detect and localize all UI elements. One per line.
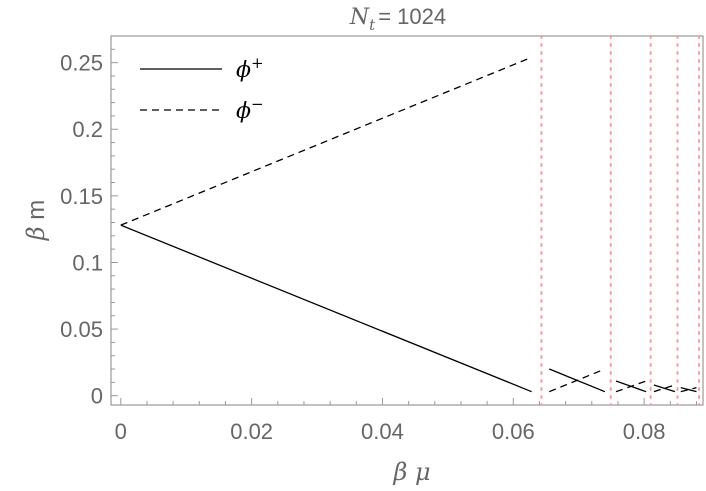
legend: ϕ+ ϕ− — [140, 54, 264, 124]
series-phi-minus-segment-3 — [653, 384, 676, 393]
legend-entry-phi-minus-sym: ϕ — [236, 99, 251, 124]
y-axis-label-rest: m — [23, 200, 50, 227]
y-tick-label-2: 0.1 — [72, 250, 103, 275]
chart-title-main: N — [349, 5, 370, 30]
legend-entry-phi-minus: ϕ− — [236, 95, 264, 124]
y-tick-label-3: 0.15 — [60, 184, 103, 209]
x-axis-label: β μ — [392, 458, 430, 486]
y-axis-label-sym: β — [22, 226, 50, 241]
y-tick-label-5: 0.25 — [60, 51, 103, 76]
legend-entry-phi-plus-sym: ϕ — [236, 58, 251, 83]
series-phi-minus-segment-2 — [615, 380, 647, 393]
legend-entry-phi-plus-sup: + — [251, 54, 264, 72]
series-phi-plus-segment-4 — [680, 387, 697, 393]
x-tick-label-1: 0.02 — [230, 419, 273, 444]
series-phi-minus-segment-1 — [549, 368, 606, 393]
chart-title: Nt = 1024 — [349, 4, 446, 34]
series-phi-minus-segment-4 — [680, 387, 697, 393]
x-tick-label-4: 0.08 — [623, 419, 666, 444]
y-tick-label-0: 0 — [91, 384, 103, 409]
x-tick-label-3: 0.06 — [492, 419, 535, 444]
legend-entry-phi-plus: ϕ+ — [236, 54, 264, 83]
x-tick-label-0: 0 — [115, 419, 127, 444]
x-tick-label-2: 0.04 — [361, 419, 404, 444]
y-axis-label: β m — [22, 200, 50, 242]
chart-title-rest: = 1024 — [378, 4, 446, 29]
legend-entry-phi-minus-sup: − — [251, 95, 264, 113]
y-tick-label-1: 0.05 — [60, 317, 103, 342]
series-phi-minus-segment-0 — [120, 56, 532, 226]
series-phi-plus-segment-0 — [120, 224, 532, 393]
chart-title-sub: t — [369, 16, 376, 34]
plot-frame — [110, 35, 704, 406]
y-tick-label-4: 0.2 — [72, 117, 103, 142]
series-phi-plus-segment-3 — [653, 384, 676, 393]
